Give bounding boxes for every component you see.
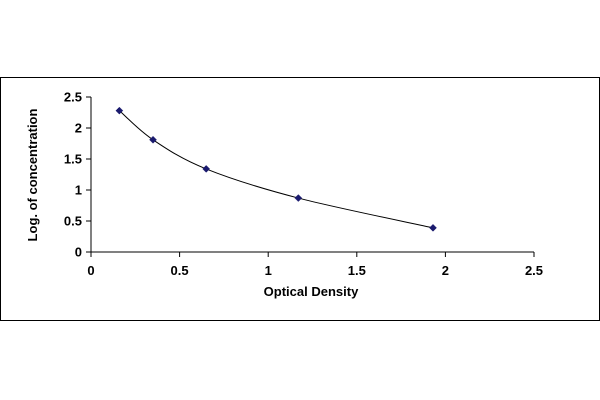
fit-curve [119, 110, 434, 229]
data-point-diamond [115, 106, 124, 115]
x-tick-label: 0 [87, 263, 94, 278]
data-point-diamond [429, 223, 437, 232]
y-axis-ticks: 0 0.5 1 1.5 2 2.5 [64, 90, 91, 260]
y-axis-title: Log. of concentration [25, 109, 40, 242]
data-point-diamond [202, 165, 211, 173]
x-tick-label: 1.5 [348, 263, 366, 278]
data-point-diamond [294, 194, 303, 202]
x-axis-title: Optical Density [264, 284, 359, 299]
y-tick-label: 0.5 [64, 214, 82, 229]
data-points [115, 106, 437, 232]
y-tick-label: 1 [75, 183, 82, 198]
y-tick-label: 0 [75, 245, 82, 260]
fit-curve-layer [119, 110, 434, 229]
y-tick-label: 1.5 [64, 152, 82, 167]
x-tick-label: 2 [442, 263, 449, 278]
plot-area [90, 97, 534, 253]
x-tick-label: 0.5 [171, 263, 189, 278]
x-tick-label: 2.5 [525, 263, 543, 278]
x-axis-ticks: 0 0.5 1 1.5 2 2.5 [87, 252, 543, 278]
x-tick-label: 1 [265, 263, 272, 278]
data-point-diamond [149, 135, 157, 144]
y-tick-label: 2.5 [64, 90, 82, 105]
y-tick-label: 2 [75, 121, 82, 136]
